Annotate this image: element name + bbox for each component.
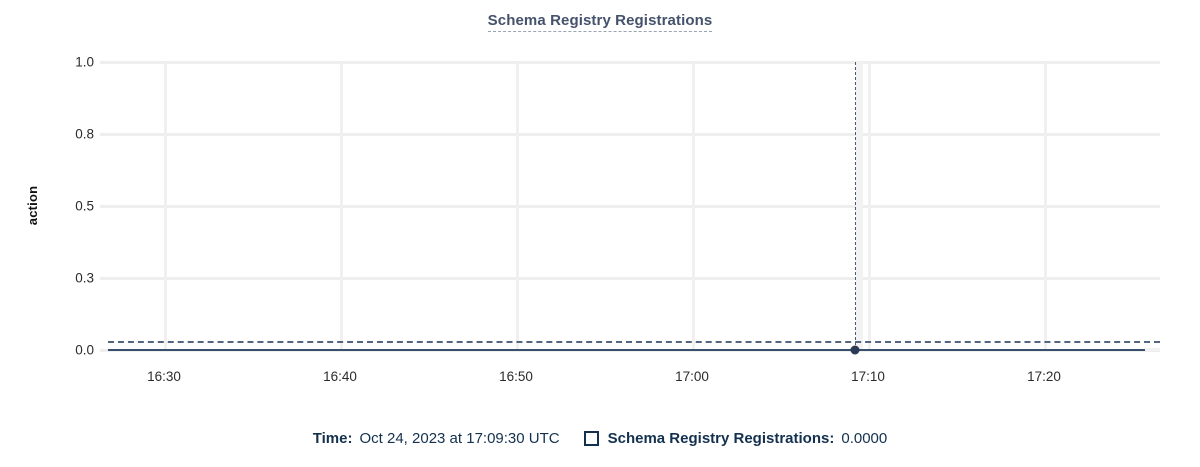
gridline-horizontal-0.5 xyxy=(100,205,1160,208)
x-tick-label-3: 16:50 xyxy=(499,369,533,384)
gridline-horizontal-0.3 xyxy=(100,277,1160,280)
footer-series-value: 0.0000 xyxy=(841,429,888,447)
chart-title: Schema Registry Registrations xyxy=(0,12,1200,32)
x-tick-label-2: 16:40 xyxy=(323,369,357,384)
gridline-horizontal-1.0 xyxy=(100,61,1160,64)
x-tick-label-6: 17:20 xyxy=(1027,369,1061,384)
footer-time-group: Time: Oct 24, 2023 at 17:09:30 UTC xyxy=(313,430,560,447)
plot-area[interactable] xyxy=(100,61,1160,355)
footer-time-label: Time: xyxy=(312,429,353,447)
chart-title-text: Schema Registry Registrations xyxy=(487,12,713,32)
footer-time-value: Oct 24, 2023 at 17:09:30 UTC xyxy=(359,429,560,447)
gridline-horizontal-0.8 xyxy=(100,133,1160,136)
horizontal-crosshair-line xyxy=(108,341,1160,343)
vertical-crosshair-line xyxy=(855,62,856,350)
legend-swatch-icon[interactable] xyxy=(583,430,599,446)
x-tick-label-5: 17:10 xyxy=(851,369,885,384)
y-tick-label-1: 1.0 xyxy=(75,54,94,70)
x-tick-label-4: 17:00 xyxy=(675,369,709,384)
hover-highlight-band xyxy=(856,62,863,350)
y-tick-label-4: 0.3 xyxy=(75,270,94,286)
data-point-marker[interactable] xyxy=(850,345,860,355)
gridline-vertical-1630 xyxy=(164,62,167,350)
gridline-vertical-1710 xyxy=(868,62,871,350)
chart-plot-region[interactable]: action 1.0 0.8 0.5 0.3 0.0 16:30 16:40 xyxy=(0,0,1200,400)
gridline-vertical-1640 xyxy=(340,62,343,350)
x-tick-label-1: 16:30 xyxy=(147,369,181,384)
gridline-vertical-1720 xyxy=(1044,62,1047,350)
series-line-schema-registry-registrations xyxy=(108,349,1145,351)
gridline-vertical-1650 xyxy=(516,62,519,350)
y-tick-label-2: 0.8 xyxy=(75,126,94,142)
footer-series-label: Schema Registry Registrations: xyxy=(607,429,835,447)
y-tick-label-5: 0.0 xyxy=(75,342,94,358)
footer-series-group[interactable]: Schema Registry Registrations: 0.0000 xyxy=(583,429,888,447)
y-tick-label-3: 0.5 xyxy=(75,198,94,214)
series-line-tail xyxy=(1145,348,1160,351)
gridline-vertical-1700 xyxy=(692,62,695,350)
tooltip-footer-bar: Time: Oct 24, 2023 at 17:09:30 UTC Schem… xyxy=(0,418,1200,458)
